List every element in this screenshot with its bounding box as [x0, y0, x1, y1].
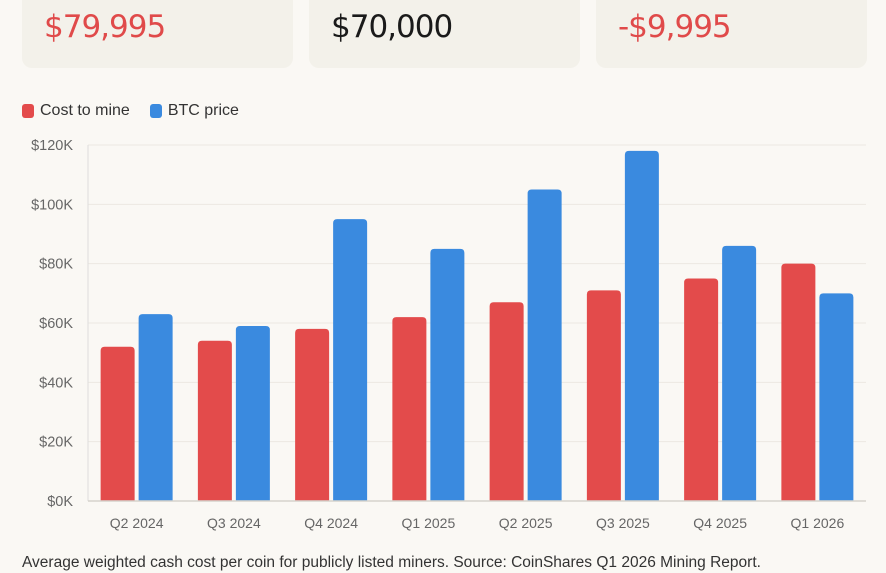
bar-price — [138, 314, 173, 501]
margin-card: -$9,995 — [596, 0, 867, 68]
bar-price — [722, 245, 757, 501]
bar-cost — [100, 346, 135, 501]
price-value: $70,000 — [331, 9, 453, 45]
cost-card: $79,995 — [22, 0, 293, 68]
legend-cost[interactable]: Cost to mine — [22, 102, 130, 120]
x-tick-label: Q3 2025 — [596, 515, 650, 531]
y-tick-label: $40K — [39, 375, 73, 391]
legend-label: Cost to mine — [40, 102, 130, 119]
y-tick-label: $60K — [39, 316, 73, 332]
bar-cost — [586, 290, 621, 501]
x-tick-label: Q2 2025 — [499, 515, 553, 531]
footnote: Average weighted cash cost per coin for … — [22, 554, 761, 571]
bar-price — [235, 325, 270, 501]
y-tick-label: $100K — [31, 197, 73, 213]
bar-price — [527, 189, 562, 501]
margin-value: -$9,995 — [618, 9, 732, 45]
bar-price — [624, 150, 659, 501]
bar-cost — [392, 317, 427, 501]
bar-price — [333, 219, 368, 501]
x-tick-label: Q4 2025 — [693, 515, 747, 531]
x-tick-label: Q2 2024 — [110, 515, 164, 531]
bar-cost — [781, 263, 816, 501]
x-tick-label: Q4 2024 — [304, 515, 358, 531]
cost-value: $79,995 — [44, 9, 166, 45]
bar-cost — [295, 328, 330, 501]
x-tick-label: Q1 2026 — [791, 515, 845, 531]
bar-price — [430, 248, 465, 501]
y-tick-label: $120K — [31, 138, 73, 154]
legend: Cost to mine BTC price — [22, 102, 239, 120]
x-tick-label: Q1 2025 — [402, 515, 456, 531]
bar-price — [819, 293, 854, 501]
price-card: $70,000 — [309, 0, 580, 68]
legend-price[interactable]: BTC price — [149, 102, 239, 120]
legend-swatch-price — [149, 104, 162, 118]
bar-cost — [684, 278, 719, 501]
legend-label: BTC price — [167, 102, 239, 119]
y-tick-label: $0K — [47, 494, 73, 510]
x-tick-label: Q3 2024 — [207, 515, 261, 531]
legend-swatch-cost — [22, 104, 34, 118]
y-tick-label: $20K — [39, 435, 73, 451]
bar-cost — [197, 340, 232, 501]
y-tick-label: $80K — [39, 257, 73, 273]
bar-cost — [489, 302, 524, 501]
